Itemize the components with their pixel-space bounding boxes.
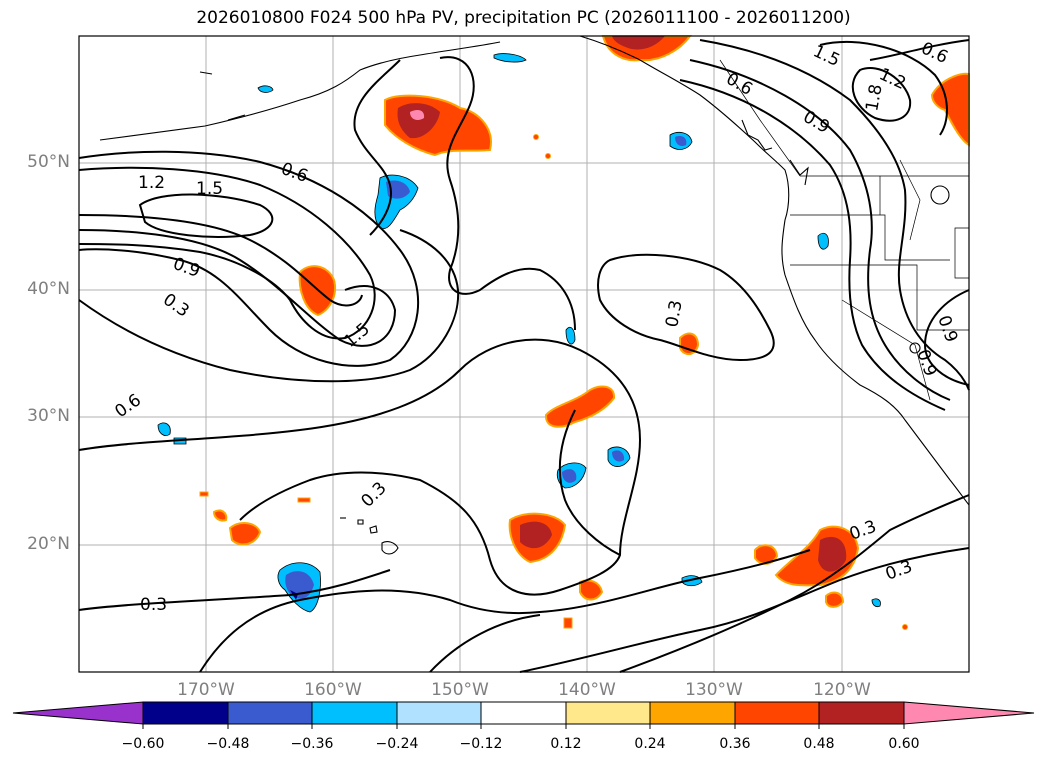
colorbar-bin: [649, 701, 736, 725]
lat-label: 30°N: [27, 406, 70, 426]
colorbar-bin: [311, 701, 398, 725]
lat-label: 50°N: [27, 152, 70, 172]
colorbar-bin: [142, 701, 229, 725]
colorbar-tick-label: 0.24: [634, 736, 666, 752]
lon-label: 120°W: [813, 680, 871, 700]
colorbar-bin: [818, 701, 905, 725]
colorbar-tick-label: −0.24: [375, 736, 419, 752]
lon-label: 150°W: [431, 680, 489, 700]
colorbar-extend-min: [12, 701, 144, 725]
coastlines: [99, 35, 970, 555]
lat-label: 20°N: [27, 534, 70, 554]
colorbar: [12, 701, 1035, 729]
map-title: 2026010800 F024 500 hPa PV, precipitatio…: [196, 8, 851, 28]
svg-text:1.2: 1.2: [138, 173, 165, 193]
colorbar-tick-label: 0.60: [888, 736, 920, 752]
lat-label: 40°N: [27, 279, 70, 299]
graticule: [79, 36, 969, 672]
colorbar-tick-label: 0.48: [803, 736, 835, 752]
colorbar-bin: [396, 701, 482, 725]
colorbar-tick-label: −0.48: [206, 736, 250, 752]
lon-label: 130°W: [685, 680, 743, 700]
lon-label: 160°W: [304, 680, 362, 700]
colorbar-bin: [227, 701, 313, 725]
plot-frame: [78, 35, 970, 673]
colorbar-extend-max: [903, 701, 1035, 725]
svg-text:0.3: 0.3: [140, 595, 167, 615]
colorbar-bin: [480, 701, 567, 725]
colorbar-bin: [565, 701, 651, 725]
svg-text:1.8: 1.8: [862, 83, 886, 113]
colorbar-tick-label: −0.60: [121, 736, 165, 752]
colorbar-tick-label: −0.12: [459, 736, 503, 752]
svg-text:0.3: 0.3: [662, 299, 686, 329]
colorbar-tick-label: −0.36: [290, 736, 334, 752]
lon-label: 140°W: [558, 680, 616, 700]
colorbar-tick-label: 0.36: [719, 736, 751, 752]
lon-label: 170°W: [177, 680, 235, 700]
svg-text:1.5: 1.5: [196, 179, 223, 199]
colorbar-bin: [734, 701, 820, 725]
pv-contours: [78, 39, 970, 673]
colorbar-tick-label: 0.12: [550, 736, 582, 752]
